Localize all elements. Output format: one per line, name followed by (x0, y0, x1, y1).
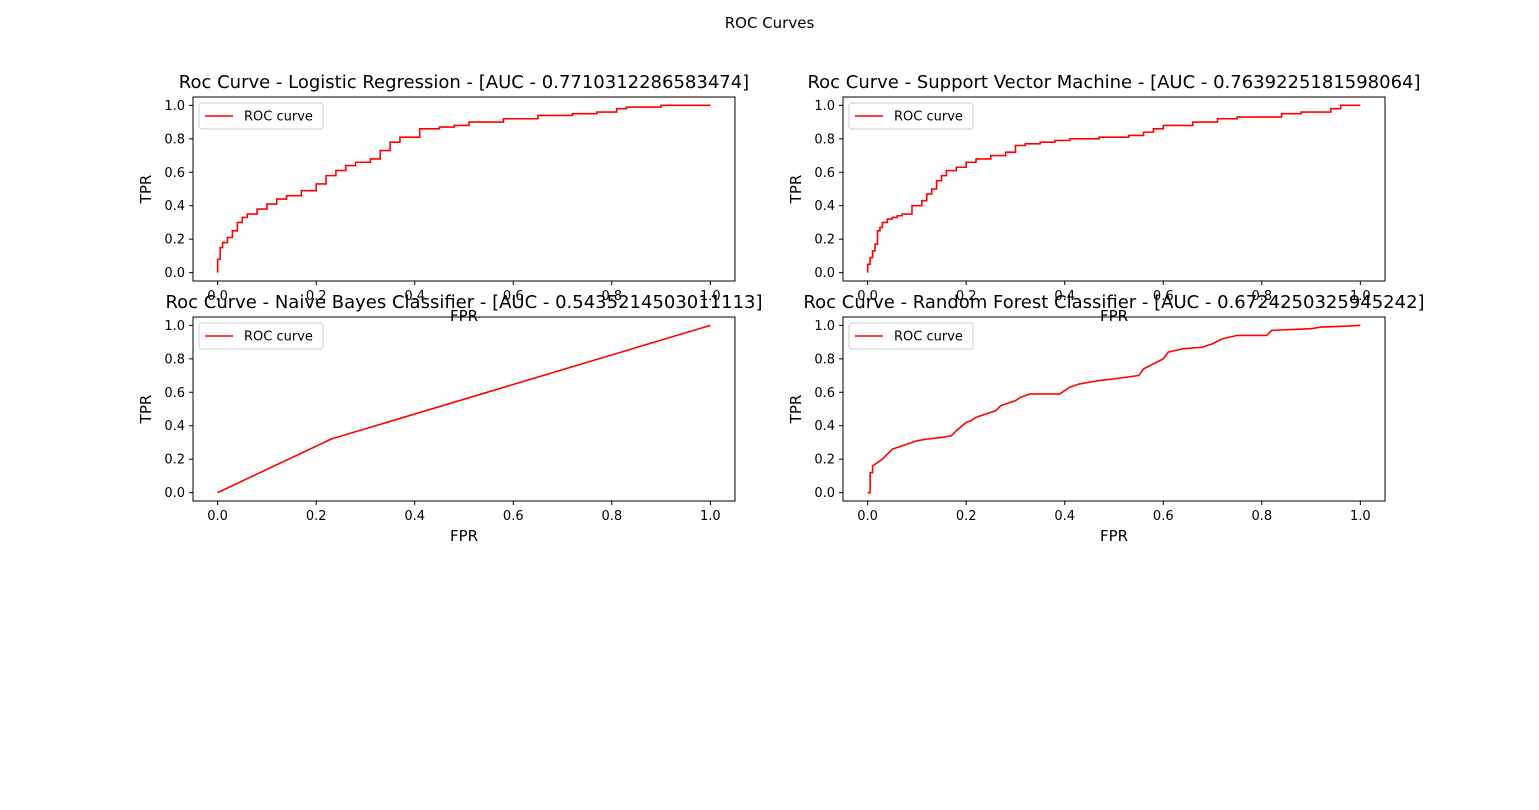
x-tick-label: 0.6 (1153, 509, 1174, 524)
roc-curve-line (216, 104, 711, 273)
subplots-container: 0.0 0.2 0.4 0.6 0.8 1.0 0.0 0.2 0.4 0.6 0.8 1.0 FPR T… (137, 72, 1425, 545)
subplot-title: Roc Curve - Naive Bayes Classifier - [AU… (165, 292, 762, 313)
y-tick-label: 0.2 (164, 233, 185, 248)
y-tick-label: 0.6 (814, 166, 835, 181)
y-tick-label: 0.6 (814, 386, 835, 401)
subplot-2: 0.0 0.2 0.4 0.6 0.8 1.0 0.0 0.2 0.4 0.6 0.8 1.0 FPR T… (787, 72, 1421, 325)
legend: ROC curve (198, 322, 324, 350)
y-tick-label: 1.0 (814, 99, 835, 114)
x-tick-label: 0.4 (1054, 509, 1075, 524)
x-tick-label: 0.2 (306, 289, 327, 304)
y-tick-label: 0.6 (164, 386, 185, 401)
x-tick-label: 0.4 (404, 289, 425, 304)
x-tick-label: 1.0 (700, 509, 721, 524)
y-tick-label: 0.0 (814, 486, 835, 501)
y-axis-label: TPR (787, 395, 805, 425)
x-tick-label: 0.2 (306, 509, 327, 524)
legend-box (198, 102, 324, 130)
roc-curve-line (867, 324, 1361, 494)
y-tick-label: 0.4 (164, 419, 185, 434)
y-tick-label: 0.4 (814, 199, 835, 214)
x-tick-label: 0.8 (601, 289, 622, 304)
axes-frame (192, 316, 736, 502)
y-tick-label: 0.0 (164, 486, 185, 501)
roc-curve-line (866, 104, 1361, 273)
y-tick-label: 0.2 (814, 453, 835, 468)
x-tick-label: 1.0 (1350, 289, 1371, 304)
subplot-4: 0.0 0.2 0.4 0.6 0.8 1.0 0.0 0.2 0.4 0.6 0.8 1.0 FPR T… (787, 292, 1425, 545)
axes-frame (192, 96, 736, 282)
y-tick-label: 0.0 (814, 266, 835, 281)
legend-label: ROC curve (244, 330, 313, 345)
x-axis-label: FPR (450, 307, 478, 325)
x-tick-label: 0.4 (1054, 289, 1075, 304)
y-tick-label: 1.0 (164, 99, 185, 114)
legend: ROC curve (198, 102, 324, 130)
x-tick-label: 0.2 (956, 289, 977, 304)
subplot-title: Roc Curve - Logistic Regression - [AUC -… (179, 72, 749, 93)
x-tick-label: 0.8 (1251, 289, 1272, 304)
subplot-3: 0.0 0.2 0.4 0.6 0.8 1.0 0.0 0.2 0.4 0.6 0.8 1.0 FPR T… (137, 292, 763, 545)
y-tick-label: 0.0 (164, 266, 185, 281)
legend: ROC curve (848, 322, 974, 350)
subplot-title: Roc Curve - Random Forest Classifier - [… (803, 292, 1424, 313)
x-tick-label: 0.8 (601, 509, 622, 524)
x-tick-label: 0.6 (503, 289, 524, 304)
y-tick-label: 0.4 (164, 199, 185, 214)
x-axis-label: FPR (1100, 527, 1128, 545)
x-axis-label: FPR (450, 527, 478, 545)
legend-label: ROC curve (894, 110, 963, 125)
x-tick-label: 0.0 (857, 289, 878, 304)
x-tick-label: 0.2 (956, 509, 977, 524)
x-tick-label: 0.0 (207, 289, 228, 304)
axes-frame (842, 316, 1386, 502)
y-axis-label: TPR (137, 395, 155, 425)
legend: ROC curve (848, 102, 974, 130)
y-tick-label: 0.8 (814, 352, 835, 367)
y-tick-label: 1.0 (164, 319, 185, 334)
y-tick-label: 0.6 (164, 166, 185, 181)
y-tick-label: 0.4 (814, 419, 835, 434)
y-axis-label: TPR (787, 175, 805, 205)
y-tick-label: 0.2 (814, 233, 835, 248)
x-tick-label: 0.0 (207, 509, 228, 524)
x-axis-label: FPR (1100, 307, 1128, 325)
figure-suptitle: ROC Curves (725, 14, 815, 32)
legend-box (848, 322, 974, 350)
legend-box (198, 322, 324, 350)
x-tick-label: 0.0 (857, 509, 878, 524)
subplot-title: Roc Curve - Support Vector Machine - [AU… (807, 72, 1420, 93)
x-tick-label: 0.6 (1153, 289, 1174, 304)
roc-curve-line (217, 324, 711, 494)
y-tick-label: 0.8 (164, 132, 185, 147)
y-tick-label: 0.8 (164, 352, 185, 367)
legend-label: ROC curve (894, 330, 963, 345)
subplot-1: 0.0 0.2 0.4 0.6 0.8 1.0 0.0 0.2 0.4 0.6 0.8 1.0 FPR T… (137, 72, 749, 325)
legend-box (848, 102, 974, 130)
axes-frame (842, 96, 1386, 282)
y-tick-label: 1.0 (814, 319, 835, 334)
y-tick-label: 0.8 (814, 132, 835, 147)
x-tick-label: 0.4 (404, 509, 425, 524)
x-tick-label: 0.8 (1251, 509, 1272, 524)
legend-label: ROC curve (244, 110, 313, 125)
y-axis-label: TPR (137, 175, 155, 205)
y-tick-label: 0.2 (164, 453, 185, 468)
x-tick-label: 1.0 (700, 289, 721, 304)
x-tick-label: 1.0 (1350, 509, 1371, 524)
x-tick-label: 0.6 (503, 509, 524, 524)
